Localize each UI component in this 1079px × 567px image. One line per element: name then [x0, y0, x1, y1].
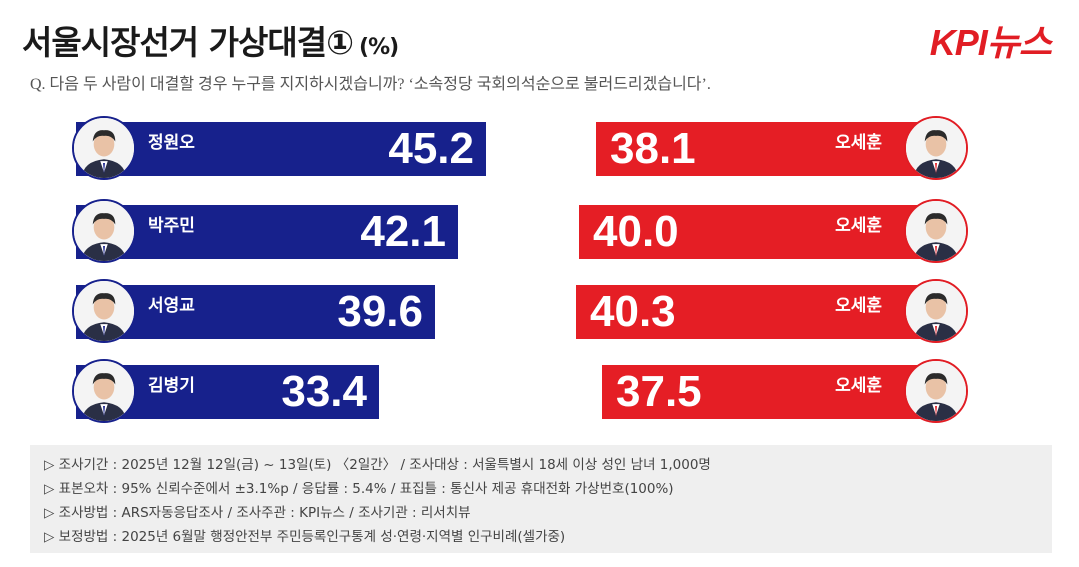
weighting-method-line: ▷ 보정방법 : 2025년 6월말 행정안전부 주민등록인구통계 성·연령·지…	[44, 529, 566, 545]
blue-value-label: 39.6	[337, 287, 423, 336]
matchup-bar-chart: 정원오 45.2 오세훈 38.1 박주민 42.1 오세훈 40.0 서영교 39.6 오세훈 40…	[72, 116, 968, 423]
red-value-label: 37.5	[616, 367, 702, 416]
blue-value-label: 45.2	[388, 124, 474, 173]
survey-info-box: ▷ 조사기간 : 2025년 12월 12일(금) ~ 13일(토) 〈2일간〉…	[30, 445, 1052, 553]
title-unit: (%)	[359, 35, 399, 60]
kpi-news-logo: KPI뉴스	[929, 22, 1052, 63]
blue-candidate-name: 김병기	[148, 376, 195, 396]
blue-value-label: 42.1	[360, 207, 446, 256]
blue-bar: 박주민 42.1	[76, 205, 458, 259]
candidate-photo-icon	[72, 359, 136, 423]
blue-value-label: 33.4	[281, 367, 367, 416]
candidate-photo-icon	[904, 359, 968, 423]
candidate-photo-icon	[904, 199, 968, 263]
blue-candidate-name: 서영교	[148, 296, 195, 316]
red-bar: 오세훈 40.3	[576, 285, 942, 339]
page-title: 서울시장선거 가상대결① (%)	[22, 16, 399, 64]
red-value-label: 40.0	[593, 207, 679, 256]
red-candidate-name: 오세훈	[835, 296, 882, 316]
red-bar: 오세훈 40.0	[579, 205, 942, 259]
candidate-photo-icon	[72, 116, 136, 180]
blue-bar: 정원오 45.2	[76, 122, 486, 176]
candidate-photo-icon	[72, 279, 136, 343]
red-bar: 오세훈 37.5	[602, 365, 942, 419]
sampling-error-line: ▷ 표본오차 : 95% 신뢰수준에서 ±3.1%p / 응답률 : 5.4% …	[44, 481, 674, 497]
red-value-label: 38.1	[610, 124, 696, 173]
candidate-photo-icon	[72, 199, 136, 263]
red-candidate-name: 오세훈	[835, 216, 882, 236]
survey-period-line: ▷ 조사기간 : 2025년 12월 12일(금) ~ 13일(토) 〈2일간〉…	[44, 457, 711, 473]
red-candidate-name: 오세훈	[835, 376, 882, 396]
candidate-photo-icon	[904, 279, 968, 343]
red-candidate-name: 오세훈	[835, 133, 882, 153]
red-value-label: 40.3	[590, 287, 676, 336]
red-bar: 오세훈 38.1	[596, 122, 942, 176]
candidate-photo-icon	[904, 116, 968, 180]
survey-method-line: ▷ 조사방법 : ARS자동응답조사 / 조사주관 : KPI뉴스 / 조사기관…	[44, 505, 471, 521]
blue-candidate-name: 정원오	[148, 133, 195, 153]
blue-candidate-name: 박주민	[148, 216, 195, 236]
survey-question: Q. 다음 두 사람이 대결할 경우 누구를 지지하시겠습니까? ‘소속정당 국…	[30, 76, 711, 93]
title-text: 서울시장선거 가상대결①	[22, 23, 354, 62]
